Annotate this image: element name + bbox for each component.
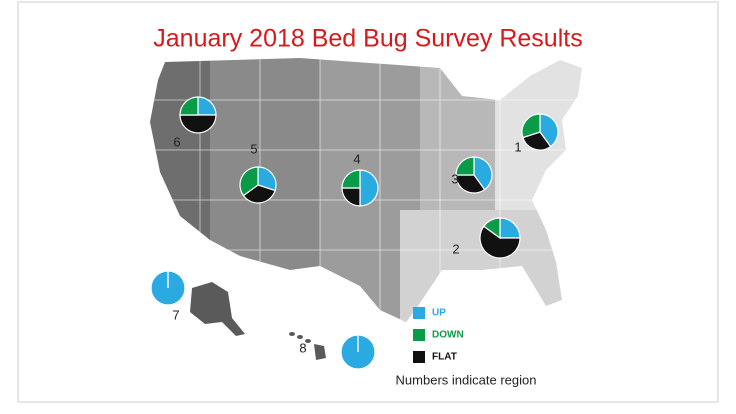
pie-slice (499, 217, 521, 239)
pie-slice (257, 166, 277, 192)
legend-swatch (413, 329, 425, 341)
hawaii (289, 332, 326, 360)
legend-label: FLAT (432, 352, 457, 363)
pie-slice (455, 156, 475, 176)
pie-slice (482, 217, 501, 240)
pie-slice (359, 169, 379, 207)
note: Numbers indicate region (396, 372, 537, 387)
title: January 2018 Bed Bug Survey Results (153, 25, 582, 53)
pie-slice (242, 184, 276, 204)
pie-slice (521, 113, 541, 139)
pie-slice (522, 131, 552, 151)
legend-label: DOWN (432, 330, 464, 341)
region-number: 1 (514, 139, 521, 154)
pie-slice (179, 114, 217, 134)
legend-swatch (413, 307, 425, 319)
region-number: 2 (452, 241, 459, 256)
region-number: 4 (353, 151, 360, 166)
pie-slice (179, 96, 199, 116)
pie-slice (479, 225, 521, 259)
pie-slice (455, 174, 486, 194)
pie-slice (341, 169, 361, 189)
region-number: 7 (172, 307, 179, 322)
legend-swatch (413, 351, 425, 363)
region-number: 8 (299, 340, 306, 355)
region-number: 3 (451, 171, 458, 186)
region-number: 6 (173, 134, 180, 149)
pie-slice (473, 156, 493, 191)
legend-label: UP (432, 308, 446, 319)
alaska (190, 282, 245, 336)
pie-slice (239, 166, 259, 197)
pie-slice (539, 113, 559, 148)
region-number: 5 (250, 141, 257, 156)
